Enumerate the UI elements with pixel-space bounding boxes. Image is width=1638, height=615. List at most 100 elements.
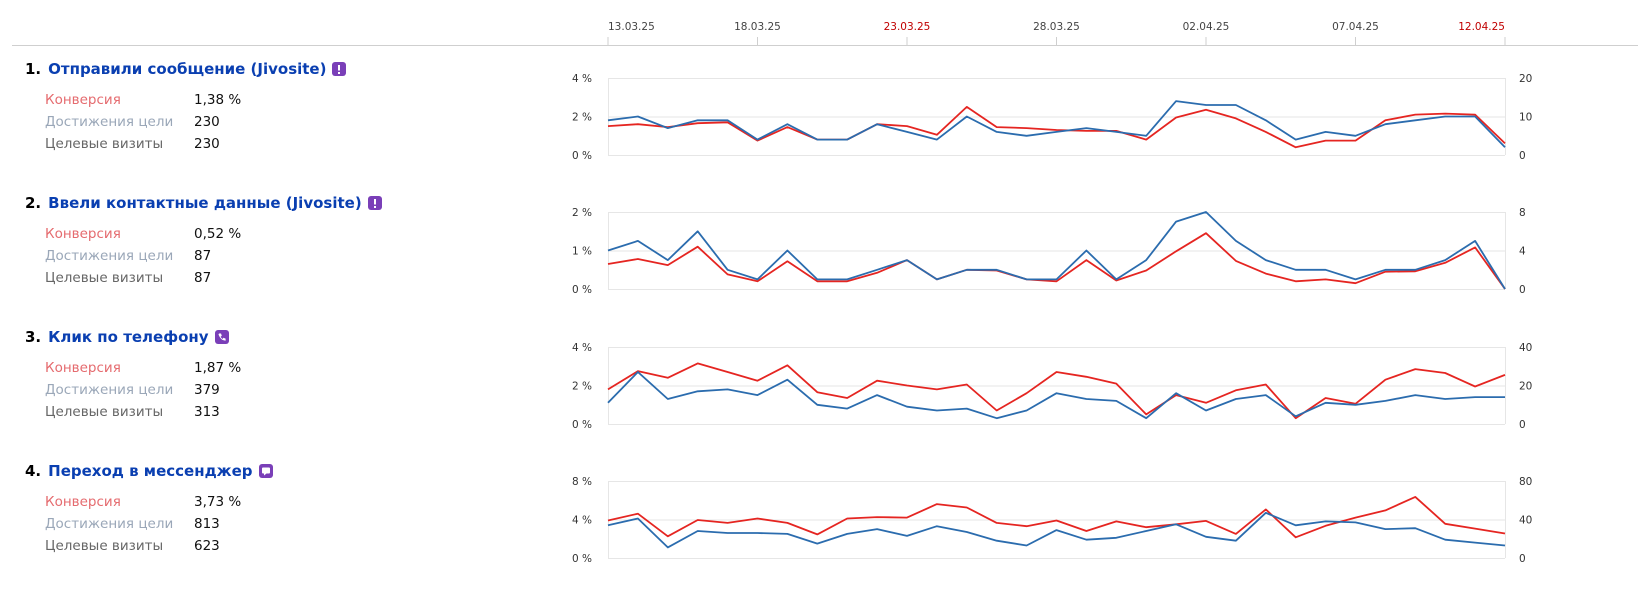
timeline-tick-label: 23.03.25 bbox=[884, 21, 931, 33]
metric-row: Достижения цели 230 bbox=[45, 111, 585, 133]
timeline-tick-label: 18.03.25 bbox=[734, 21, 781, 33]
metric-value: 1,87 % bbox=[194, 360, 242, 376]
goal-block: 2. Ввели контактные данные (Jivosite) Конв… bbox=[25, 192, 585, 289]
conversion-series-line bbox=[607, 232, 1506, 290]
metric-row: Конверсия 3,73 % bbox=[45, 491, 585, 513]
y-right-tick-label: 4 bbox=[1519, 246, 1526, 258]
metric-label: Конверсия bbox=[45, 494, 121, 510]
goal-name-link[interactable]: Клик по телефону bbox=[48, 328, 209, 346]
chat-icon bbox=[258, 464, 273, 478]
metric-label: Достижения цели bbox=[45, 516, 174, 532]
goal-name-link[interactable]: Ввели контактные данные (Jivosite) bbox=[48, 194, 362, 212]
goal-chart: 8 % 4 % 0 % 80 40 0 bbox=[572, 476, 1532, 565]
visits-series-line bbox=[607, 211, 1506, 290]
metric-value: 379 bbox=[194, 382, 220, 398]
phone-icon bbox=[214, 330, 229, 344]
visits-series-line bbox=[607, 511, 1506, 549]
metric-value: 813 bbox=[194, 516, 220, 532]
goal-name-link[interactable]: Переход в мессенджер bbox=[48, 462, 253, 480]
metric-value: 623 bbox=[194, 538, 220, 554]
metric-label: Целевые визиты bbox=[45, 538, 164, 554]
y-left-tick-label: 1 % bbox=[572, 246, 592, 258]
metric-label: Целевые визиты bbox=[45, 136, 164, 152]
metric-label: Конверсия bbox=[45, 360, 121, 376]
y-right-tick-label: 0 bbox=[1519, 553, 1526, 565]
goal-chart: 4 % 2 % 0 % 40 20 0 bbox=[572, 342, 1532, 431]
y-right-tick-label: 20 bbox=[1519, 381, 1532, 393]
metric-row: Целевые визиты 87 bbox=[45, 267, 585, 289]
goal-block: 1. Отправили сообщение (Jivosite) Конверси… bbox=[25, 58, 585, 155]
goal-number: 4. bbox=[25, 462, 42, 480]
goal-number: 2. bbox=[25, 194, 42, 212]
timeline-tick-label: 13.03.25 bbox=[608, 21, 655, 33]
y-left-tick-label: 8 % bbox=[572, 476, 592, 488]
y-right-tick-label: 80 bbox=[1519, 476, 1532, 488]
metric-value: 87 bbox=[194, 270, 212, 286]
conversion-series-line bbox=[607, 106, 1506, 149]
y-left-tick-label: 4 % bbox=[572, 515, 592, 527]
y-left-tick-label: 4 % bbox=[572, 342, 592, 354]
metric-row: Целевые визиты 230 bbox=[45, 133, 585, 155]
metric-value: 230 bbox=[194, 114, 220, 130]
timeline-tick-label: 28.03.25 bbox=[1033, 21, 1080, 33]
y-right-tick-label: 0 bbox=[1519, 150, 1526, 162]
y-left-tick-label: 4 % bbox=[572, 73, 592, 85]
metric-label: Конверсия bbox=[45, 226, 121, 242]
y-left-tick-label: 0 % bbox=[572, 553, 592, 565]
visits-series-line bbox=[607, 100, 1506, 148]
alert-icon bbox=[367, 196, 382, 210]
metric-value: 0,52 % bbox=[194, 226, 242, 242]
metric-row: Достижения цели 87 bbox=[45, 245, 585, 267]
goal-title: 4. Переход в мессенджер bbox=[25, 460, 585, 482]
goal-block: 3. Клик по телефону Конверсия 1,87 % Достиже… bbox=[25, 326, 585, 423]
metric-row: Конверсия 1,87 % bbox=[45, 357, 585, 379]
timeline-tick-label: 07.04.25 bbox=[1332, 21, 1379, 33]
metric-row: Конверсия 1,38 % bbox=[45, 89, 585, 111]
timeline-tick-label: 02.04.25 bbox=[1183, 21, 1230, 33]
alert-icon bbox=[332, 62, 347, 76]
visits-series-line bbox=[607, 371, 1505, 420]
goal-name-link[interactable]: Отправили сообщение (Jivosite) bbox=[48, 60, 327, 78]
y-left-tick-label: 2 % bbox=[572, 112, 592, 124]
y-right-tick-label: 0 bbox=[1519, 419, 1526, 431]
metric-label: Достижения цели bbox=[45, 382, 174, 398]
metric-label: Конверсия bbox=[45, 92, 121, 108]
metric-label: Целевые визиты bbox=[45, 270, 164, 286]
metric-row: Конверсия 0,52 % bbox=[45, 223, 585, 245]
y-right-tick-label: 8 bbox=[1519, 207, 1526, 219]
goal-number: 3. bbox=[25, 328, 42, 346]
metric-value: 313 bbox=[194, 404, 220, 420]
y-right-tick-label: 40 bbox=[1519, 342, 1532, 354]
goal-title: 2. Ввели контактные данные (Jivosite) bbox=[25, 192, 585, 214]
y-left-tick-label: 0 % bbox=[572, 419, 592, 431]
metric-value: 3,73 % bbox=[194, 494, 242, 510]
y-right-tick-label: 10 bbox=[1519, 112, 1532, 124]
y-left-tick-label: 2 % bbox=[572, 381, 592, 393]
metric-value: 230 bbox=[194, 136, 220, 152]
metric-value: 1,38 % bbox=[194, 92, 242, 108]
goal-number: 1. bbox=[25, 60, 42, 78]
y-right-tick-label: 20 bbox=[1519, 73, 1532, 85]
metric-label: Целевые визиты bbox=[45, 404, 164, 420]
goal-title: 3. Клик по телефону bbox=[25, 326, 585, 348]
goal-chart: 2 % 1 % 0 % 8 4 0 bbox=[572, 207, 1526, 296]
metric-label: Достижения цели bbox=[45, 114, 174, 130]
y-right-tick-label: 0 bbox=[1519, 284, 1526, 296]
conversion-series-line bbox=[607, 495, 1506, 539]
metric-label: Достижения цели bbox=[45, 248, 174, 264]
conversion-series-line bbox=[607, 362, 1506, 420]
timeline-axis: 13.03.25 18.03.25 23.03.25 28.03.25 02.04.25… bbox=[12, 21, 1638, 46]
goal-chart: 4 % 2 % 0 % 20 10 0 bbox=[572, 73, 1532, 162]
metric-row: Целевые визиты 313 bbox=[45, 401, 585, 423]
timeline-tick-label: 12.04.25 bbox=[1458, 21, 1505, 33]
y-left-tick-label: 0 % bbox=[572, 150, 592, 162]
metric-value: 87 bbox=[194, 248, 212, 264]
y-right-tick-label: 40 bbox=[1519, 515, 1532, 527]
metric-row: Целевые визиты 623 bbox=[45, 535, 585, 557]
y-left-tick-label: 2 % bbox=[572, 207, 592, 219]
goal-block: 4. Переход в мессенджер Конверсия 3,73 % Дос… bbox=[25, 460, 585, 557]
metric-row: Достижения цели 813 bbox=[45, 513, 585, 535]
metric-row: Достижения цели 379 bbox=[45, 379, 585, 401]
goal-title: 1. Отправили сообщение (Jivosite) bbox=[25, 58, 585, 80]
y-left-tick-label: 0 % bbox=[572, 284, 592, 296]
